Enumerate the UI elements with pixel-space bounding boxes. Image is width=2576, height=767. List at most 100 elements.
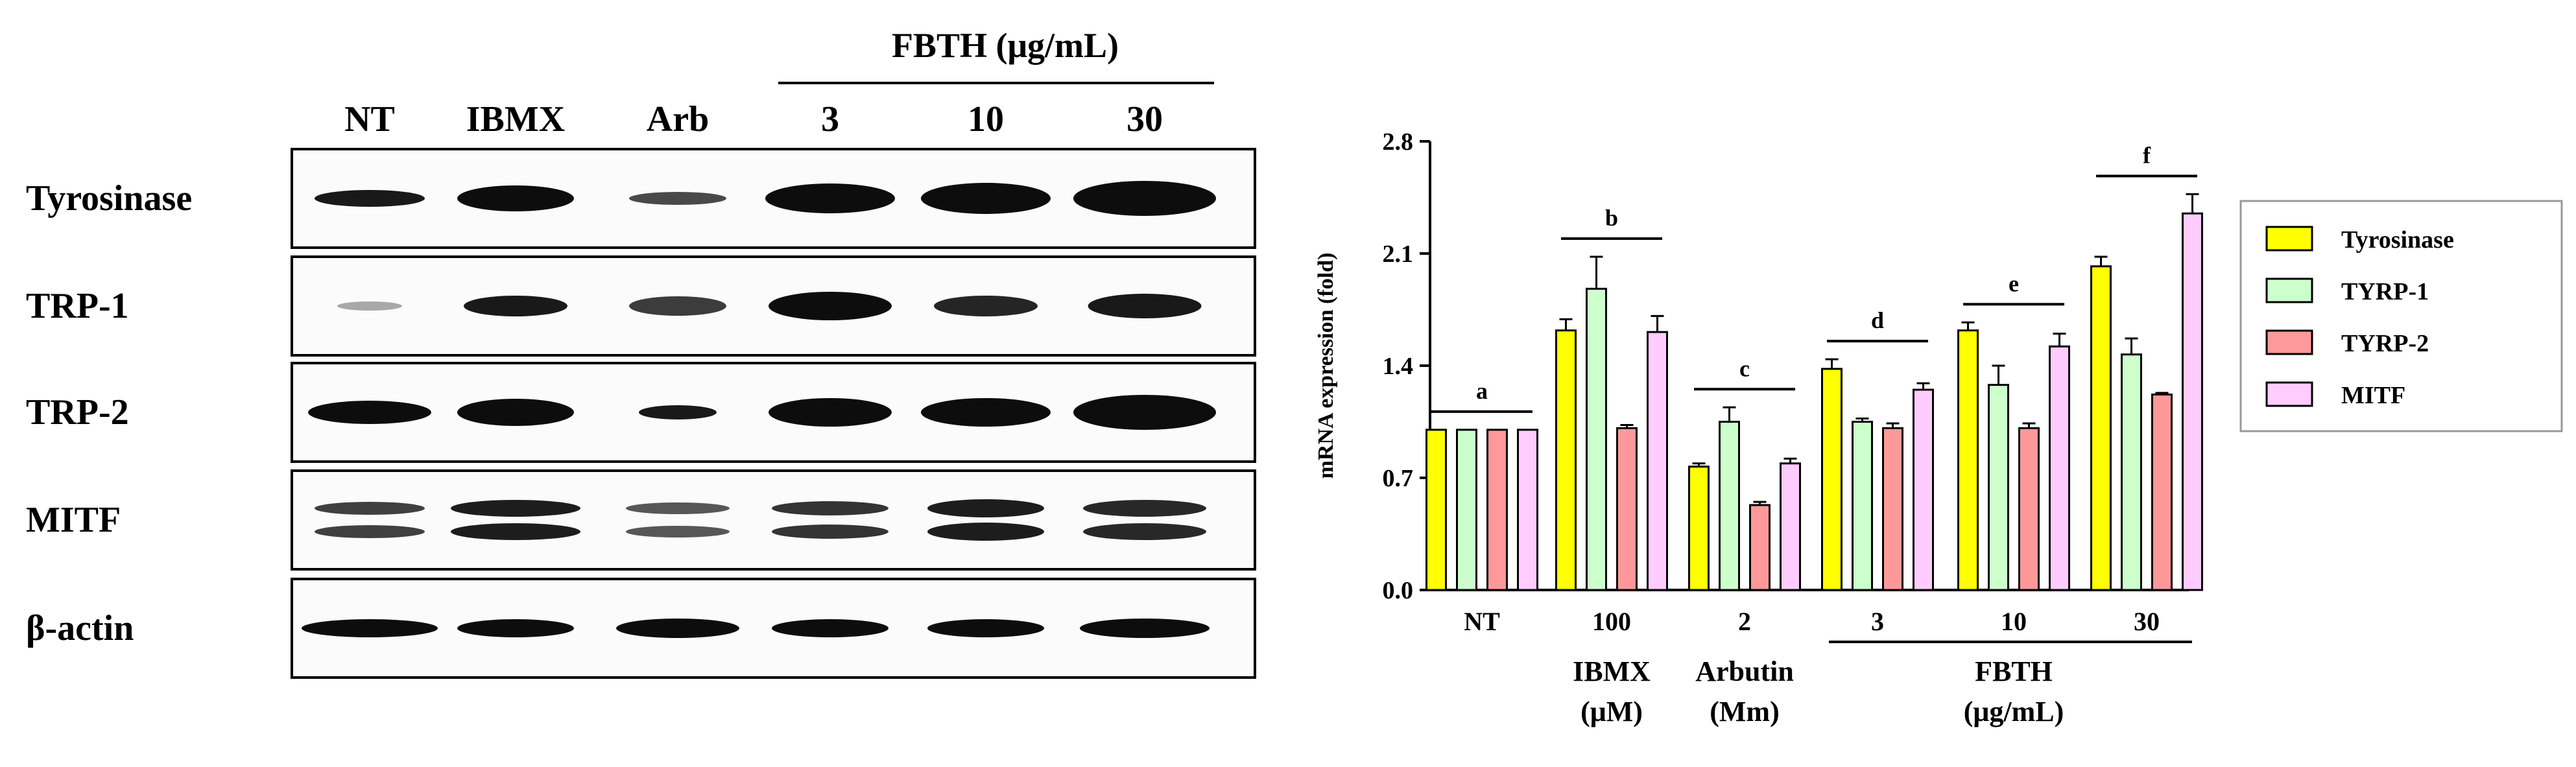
bar [1425, 429, 1447, 591]
blot-band [626, 502, 730, 514]
bar [1780, 462, 1801, 591]
blot-band [626, 526, 730, 537]
legend-label: Tyrosinase [2341, 226, 2454, 254]
blot-band [769, 292, 892, 320]
bar [1456, 429, 1477, 591]
blot-membrane [291, 469, 1256, 571]
blot-band [629, 192, 726, 205]
blot-band [616, 619, 739, 638]
group-label-line2: (Mm) [1710, 696, 1780, 727]
blot-band [457, 185, 574, 211]
blot-band [927, 499, 1044, 517]
blot-band [315, 525, 425, 538]
blot-protein-label: β-actin [26, 608, 134, 648]
bar [2018, 427, 2040, 591]
blot-band [772, 525, 888, 539]
blot-protein-label: TRP-2 [26, 392, 129, 432]
bar [1821, 368, 1843, 591]
y-tick-label: 1.4 [1383, 353, 1414, 380]
bar [1616, 427, 1638, 591]
blot-band [629, 296, 726, 316]
y-tick-label: 0.0 [1383, 577, 1414, 604]
legend-label: TYRP-2 [2341, 330, 2429, 357]
blot-band [765, 183, 895, 213]
blot-lane-label: 3 [821, 99, 839, 139]
blot-band [772, 501, 888, 515]
significance-letter: c [1739, 355, 1750, 381]
blot-band [315, 190, 425, 207]
legend-swatch [2265, 329, 2313, 355]
blot-lane-label: 10 [968, 99, 1004, 139]
blot-rows: Tyrosinase TRP-1 TRP-2 MITF β-actin [26, 148, 1256, 679]
x-tick-labels: NT 100 2 3 10 30 [1464, 607, 2160, 636]
blot-band [927, 619, 1044, 637]
bar [1486, 429, 1508, 591]
bar [1882, 427, 1903, 591]
bar [1688, 466, 1710, 591]
blot-band [451, 523, 580, 540]
bar [1852, 421, 1873, 591]
y-tick-label: 0.7 [1383, 465, 1414, 492]
blot-band [921, 398, 1051, 427]
significance-letter: d [1871, 307, 1884, 333]
blot-lane-label: 30 [1127, 99, 1163, 139]
x-tick-label: 30 [2134, 607, 2160, 636]
blot-protein-label: Tyrosinase [26, 178, 192, 218]
significance-letter: f [2143, 143, 2151, 169]
blot-group-header: FBTH (μg/mL) [892, 26, 1119, 65]
legend-swatch [2265, 277, 2313, 303]
significance-letter: a [1476, 378, 1488, 404]
group-label-line1: FBTH [1975, 655, 2053, 687]
chart-bars [1425, 193, 2203, 591]
blot-lane-labels: NT IBMX Arb 3 10 30 [344, 99, 1163, 139]
bar [2090, 265, 2112, 591]
blot-band [934, 296, 1038, 316]
significance-letter: b [1605, 205, 1618, 231]
blot-band [457, 619, 574, 637]
blot-band [921, 183, 1051, 214]
bar-chart-panel: 0.0 0.7 1.4 2.1 2.8 mRNA expression (fold) a b… [1314, 128, 2563, 727]
blot-lane-label: Arb [647, 99, 709, 139]
blot-band [639, 405, 717, 419]
group-labels: IBMX (μM) Arbutin (Mm) FBTH (μg/mL) [1573, 641, 2192, 727]
legend: Tyrosinase TYRP-1 TYRP-2 MITF [2239, 200, 2563, 432]
x-tick-label: 10 [2001, 607, 2027, 636]
x-tick-label: 2 [1738, 607, 1751, 636]
bar [2049, 345, 2070, 591]
legend-swatch [2265, 226, 2313, 252]
group-label-line2: (μg/mL) [1964, 696, 2064, 727]
western-blot-panel: FBTH (μg/mL) NT IBMX Arb 3 10 30 Tyrosinase TR… [26, 26, 1256, 679]
bar [1913, 388, 1934, 591]
blot-band [769, 398, 892, 427]
bar [1988, 384, 2009, 591]
bar [1647, 331, 1668, 591]
blot-band [337, 301, 402, 311]
bar [2121, 353, 2142, 591]
blot-band [1083, 500, 1206, 517]
bar [1517, 429, 1538, 591]
blot-band [1088, 294, 1202, 318]
significance-markers: a b c d e f [1431, 143, 2197, 413]
blot-protein-label: MITF [26, 500, 121, 540]
blot-lane-label: NT [344, 99, 395, 139]
blot-band [302, 619, 438, 637]
bar [2151, 393, 2173, 591]
x-tick-label: 100 [1592, 607, 1631, 636]
bar [2182, 212, 2203, 591]
bar [1957, 329, 1979, 591]
blot-band [308, 401, 431, 424]
blot-band [315, 502, 425, 515]
legend-swatch [2265, 381, 2313, 407]
bar [1749, 504, 1771, 591]
bar [1719, 421, 1740, 591]
blot-band [1083, 523, 1206, 540]
blot-band [464, 296, 567, 316]
legend-label: TYRP-1 [2341, 278, 2429, 305]
blot-band [1080, 619, 1210, 638]
blot-band [927, 523, 1044, 541]
significance-letter: e [2009, 270, 2019, 296]
blot-band [457, 399, 574, 426]
bar [1555, 329, 1577, 591]
group-label-line1: IBMX [1573, 655, 1651, 687]
